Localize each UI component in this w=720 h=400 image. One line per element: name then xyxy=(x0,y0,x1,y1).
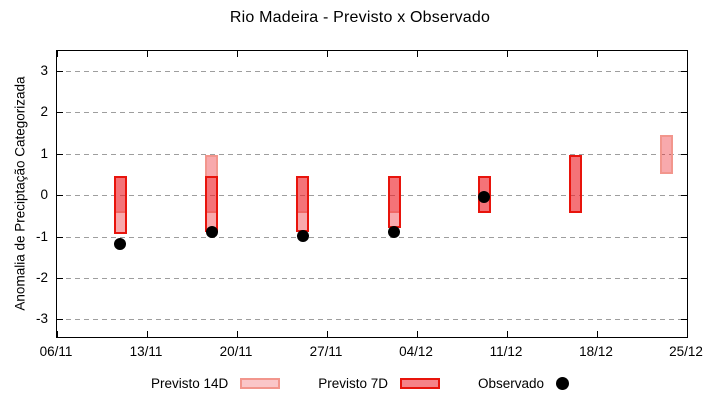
y-tick-left xyxy=(57,319,63,321)
plot-area xyxy=(56,50,688,338)
y-tick-label: 2 xyxy=(40,104,48,120)
observado-dot xyxy=(205,225,218,238)
observado-dot xyxy=(478,190,491,203)
x-tick-top xyxy=(146,51,148,57)
observado-dot xyxy=(296,230,309,242)
y-tick-left xyxy=(57,153,63,155)
x-tick-bottom xyxy=(236,331,238,337)
y-tick-left xyxy=(57,236,63,238)
y-tick-left xyxy=(57,277,63,279)
legend-item-previsto-14d: Previsto 14D xyxy=(150,375,281,391)
gridline xyxy=(57,112,687,114)
bar-previsto-7d xyxy=(568,155,582,214)
y-tick-right xyxy=(681,236,687,238)
bar-previsto-7d xyxy=(113,176,127,234)
bar-previsto-7d xyxy=(296,176,310,232)
x-tick-bottom xyxy=(416,331,418,337)
x-tick-label: 18/12 xyxy=(579,344,613,359)
y-tick-label: -2 xyxy=(35,269,48,285)
x-tick-label: 11/12 xyxy=(489,344,523,359)
x-tick-top xyxy=(326,51,328,57)
gridline xyxy=(57,71,687,73)
chart-title: Rio Madeira - Previsto x Observado xyxy=(229,9,491,26)
x-tick-top xyxy=(236,51,238,57)
previsto-7d-swatch-icon xyxy=(400,377,441,389)
legend-item-observado: Observado xyxy=(478,375,570,391)
bar-previsto-7d xyxy=(205,176,219,232)
x-tick-top xyxy=(416,51,418,57)
x-tick-label: 04/12 xyxy=(399,344,433,359)
y-tick-left xyxy=(57,195,63,197)
gridline xyxy=(57,153,687,155)
legend-label-observado: Observado xyxy=(478,375,545,391)
legend: Previsto 14D Previsto 7D Observado xyxy=(0,371,720,395)
y-tick-right xyxy=(681,112,687,114)
x-tick-top xyxy=(596,51,598,57)
legend-item-previsto-7d: Previsto 7D xyxy=(318,375,441,391)
y-tick-right xyxy=(681,195,687,197)
x-tick-label: 20/11 xyxy=(219,344,253,359)
x-tick-bottom xyxy=(506,331,508,337)
x-tick-top xyxy=(506,51,508,57)
gridline xyxy=(57,319,687,321)
x-tick-label: 06/11 xyxy=(39,344,73,359)
y-tick-right xyxy=(681,319,687,321)
previsto-14d-swatch-icon xyxy=(240,377,281,389)
x-tick-label: 27/11 xyxy=(309,344,343,359)
gridline xyxy=(57,277,687,279)
gridline xyxy=(57,236,687,238)
y-tick-left xyxy=(57,71,63,73)
y-tick-label: -1 xyxy=(35,228,48,244)
x-tick-top xyxy=(56,51,58,57)
y-tick-right xyxy=(681,71,687,73)
y-tick-right xyxy=(681,277,687,279)
y-tick-left xyxy=(57,112,63,114)
y-tick-label: 1 xyxy=(40,145,48,161)
y-tick-label: 0 xyxy=(40,187,48,203)
x-tick-bottom xyxy=(56,331,58,337)
bar-previsto-14d xyxy=(660,134,674,174)
observado-dot-icon xyxy=(556,376,570,390)
y-tick-label: 3 xyxy=(40,63,48,79)
legend-label-previsto-7d: Previsto 7D xyxy=(318,375,389,391)
y-tick-right xyxy=(681,153,687,155)
x-tick-bottom xyxy=(686,331,688,337)
y-tick-label: -3 xyxy=(35,311,48,327)
observado-dot xyxy=(114,238,127,251)
bar-previsto-7d xyxy=(387,176,401,228)
x-tick-bottom xyxy=(146,331,148,337)
x-tick-bottom xyxy=(326,331,328,337)
x-tick-label: 25/12 xyxy=(669,344,703,359)
legend-label-previsto-14d: Previsto 14D xyxy=(150,375,229,391)
x-tick-label: 13/11 xyxy=(129,344,163,359)
x-tick-bottom xyxy=(596,331,598,337)
x-tick-top xyxy=(686,51,688,57)
observado-dot xyxy=(388,225,401,238)
gridline xyxy=(57,195,687,197)
